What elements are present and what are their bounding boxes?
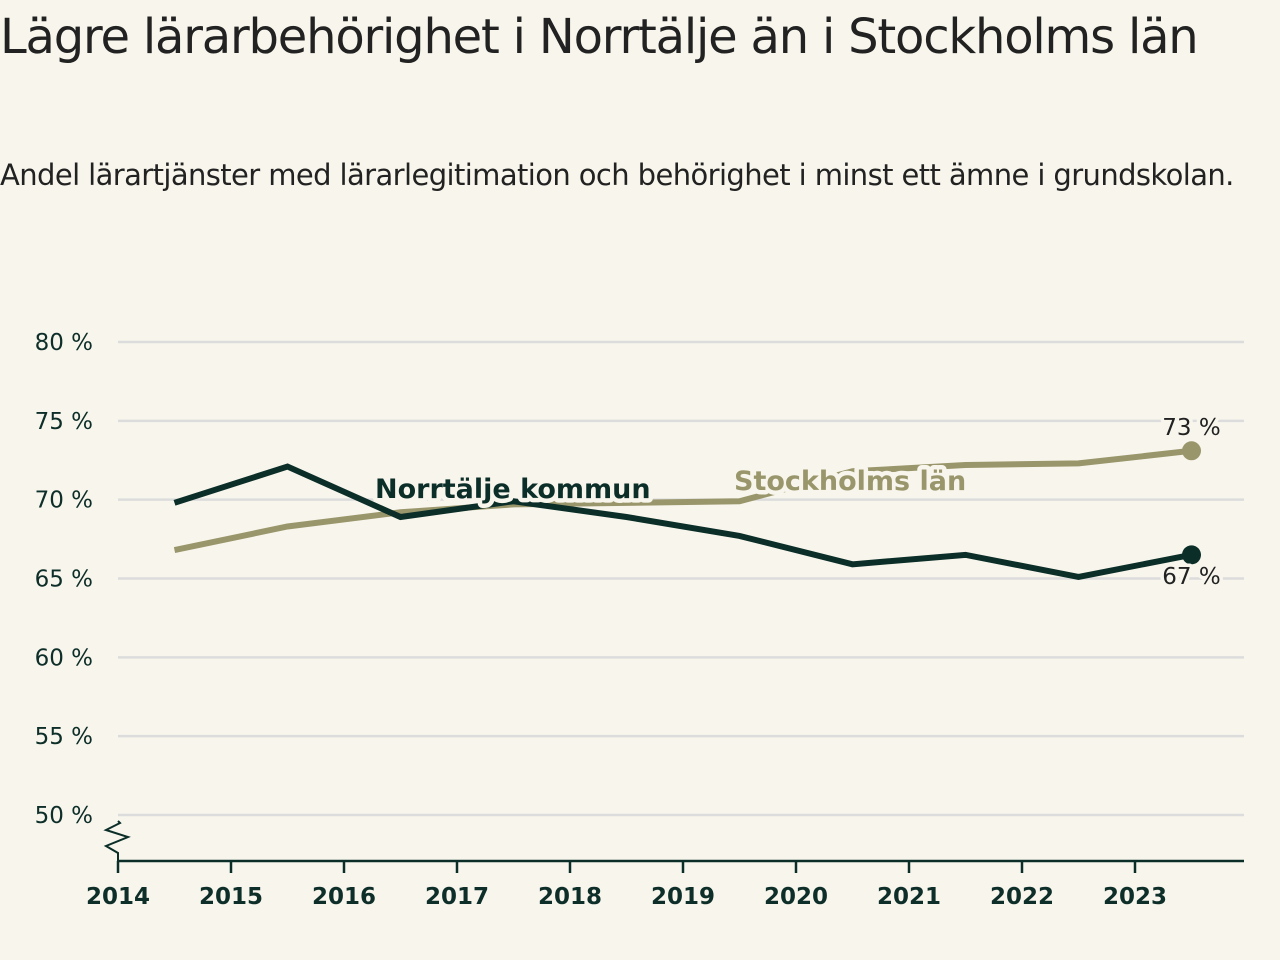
end-value-label-norrtalje-halo: 67 %	[1162, 564, 1220, 590]
x-tick-label: 2014	[86, 884, 150, 910]
series-label-norrtalje: Norrtälje kommun	[375, 474, 651, 505]
x-tick-label: 2023	[1103, 884, 1167, 910]
chart-title: Lägre lärarbehörighet i Norrtälje än i S…	[0, 9, 1199, 65]
chart-subtitle: Andel lärartjänster med lärarlegitimatio…	[0, 158, 1234, 192]
end-value-label-stockholm-halo: 73 %	[1162, 415, 1220, 441]
x-tick-label: 2020	[764, 884, 828, 910]
end-marker	[1182, 441, 1201, 461]
end-value-label-norrtalje: 67 %	[1162, 564, 1220, 590]
series-label-stockholm-halo: Stockholms län	[734, 466, 966, 497]
series-label-norrtalje-halo: Norrtälje kommun	[375, 474, 651, 505]
series-label-stockholm: Stockholms län	[734, 466, 966, 497]
y-tick-label: 50 %	[35, 803, 93, 829]
series-line-stockholm	[173, 447, 1192, 554]
y-tick-label: 75 %	[35, 409, 93, 435]
gridlines	[118, 340, 1244, 817]
x-tick-label: 2015	[199, 884, 263, 910]
y-tick-label: 80 %	[35, 330, 93, 356]
end-value-label-stockholm: 73 %	[1162, 415, 1220, 441]
y-tick-label: 70 %	[35, 488, 93, 514]
series-line-norrtalje	[173, 463, 1193, 580]
x-tick-label: 2016	[312, 884, 376, 910]
x-tick-label: 2018	[538, 884, 602, 910]
y-axis-ticks: 50 % 55 % 60 % 65 % 70 % 75 % 80 %	[35, 330, 93, 829]
x-axis: 2014 2015 2016 2017 2018 2019 2020 2021 2022 2023	[86, 820, 1244, 910]
x-tick-label: 2021	[877, 884, 941, 910]
x-tick-label: 2017	[425, 884, 489, 910]
x-tick-label: 2022	[990, 884, 1054, 910]
y-tick-label: 55 %	[35, 724, 93, 750]
x-tick-label: 2019	[651, 884, 715, 910]
series-lines	[173, 441, 1201, 580]
end-marker	[1182, 545, 1201, 565]
axis-break-icon	[103, 820, 131, 861]
y-tick-label: 60 %	[35, 645, 93, 671]
y-tick-label: 65 %	[35, 567, 93, 593]
